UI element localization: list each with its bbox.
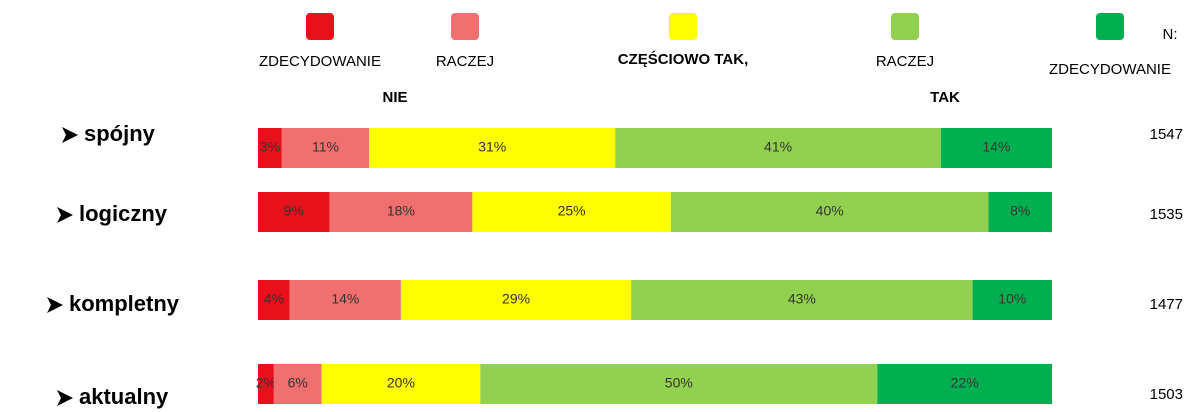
bullet-arrow: [47, 297, 63, 313]
value-label: 22%: [951, 375, 979, 391]
n-value: 1547: [1150, 126, 1183, 143]
value-label: 8%: [1010, 203, 1030, 219]
value-label: 4%: [264, 291, 284, 307]
n-value: 1477: [1150, 296, 1183, 313]
bar-segment: [877, 364, 1052, 404]
value-label: 31%: [478, 139, 506, 155]
category-label: logiczny: [79, 201, 168, 226]
bar-segment: [321, 364, 481, 404]
bullet-arrow: [57, 390, 73, 406]
bar-segment: [258, 192, 330, 232]
value-label: 18%: [387, 203, 415, 219]
bullet-arrow: [57, 207, 73, 223]
legend-label: RACZEJ: [876, 53, 934, 70]
bar-segment: [329, 192, 473, 232]
bar-segment: [972, 280, 1052, 320]
value-label: 6%: [288, 375, 308, 391]
bar-segment: [480, 364, 878, 404]
bar-segment: [258, 128, 282, 168]
legend-label: ZDECYDOWANIE: [259, 53, 381, 70]
value-label: 20%: [387, 375, 415, 391]
bar-segment: [940, 128, 1052, 168]
value-label: 11%: [312, 139, 339, 155]
value-label: 14%: [982, 139, 1010, 155]
bar-segment: [615, 128, 941, 168]
value-label: 50%: [665, 375, 693, 391]
bar-segment: [258, 280, 290, 320]
value-label: 9%: [284, 203, 304, 219]
category-label: kompletny: [69, 291, 180, 316]
legend-swatch: [891, 13, 919, 40]
n-value: 1535: [1150, 206, 1183, 223]
value-label: 10%: [998, 291, 1026, 307]
bullet-arrow: [62, 127, 78, 143]
bar-segment: [289, 280, 401, 320]
value-label: 41%: [764, 139, 792, 155]
n-value: 1503: [1150, 386, 1183, 403]
legend-swatch: [451, 13, 479, 40]
bar-segment: [400, 280, 632, 320]
legend-note: TAK: [930, 89, 960, 106]
n-header: N:: [1163, 26, 1178, 43]
value-label: 2%: [256, 375, 276, 391]
legend-swatch: [669, 13, 697, 40]
legend-label: CZĘŚCIOWO TAK,: [618, 50, 749, 68]
bar-segment: [631, 280, 973, 320]
bar-segment: [472, 192, 671, 232]
bar-segment: [281, 128, 370, 168]
legend-label: ZDECYDOWANIE: [1049, 61, 1171, 78]
legend-swatch: [306, 13, 334, 40]
category-label: aktualny: [79, 384, 169, 409]
legend-note: NIE: [382, 89, 407, 106]
value-label: 40%: [816, 203, 844, 219]
value-label: 3%: [260, 139, 280, 155]
bar-segment: [273, 364, 322, 404]
value-label: 14%: [331, 291, 359, 307]
value-label: 25%: [558, 203, 586, 219]
bar-segment: [670, 192, 989, 232]
bar-segment: [988, 192, 1052, 232]
bar-segment: [369, 128, 616, 168]
category-label: spójny: [84, 121, 156, 146]
value-label: 29%: [502, 291, 530, 307]
legend-swatch: [1096, 13, 1124, 40]
legend-label: RACZEJ: [436, 53, 494, 70]
value-label: 43%: [788, 291, 816, 307]
bar-segment: [258, 364, 274, 404]
